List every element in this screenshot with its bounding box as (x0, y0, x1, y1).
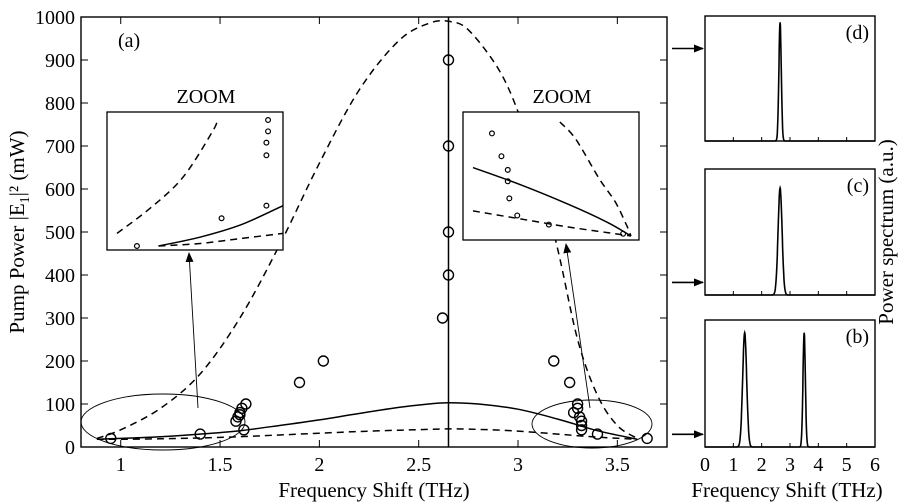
y-tick-label: 800 (45, 93, 75, 115)
data-point-circle (548, 355, 560, 367)
zoom-inset-left-title: ZOOM (177, 86, 236, 108)
spectrum-trace (705, 184, 875, 296)
y-tick-label: 500 (45, 222, 75, 244)
y-tick-label: 1000 (35, 7, 75, 29)
main-y-axis-label-tail: |² (mW) (5, 130, 29, 196)
x-tick-label: 3 (513, 454, 523, 476)
series-line-dashed-lower (96, 428, 638, 441)
x-tick-label: 2 (314, 454, 324, 476)
zoom-inset-right-marks (472, 121, 632, 237)
inset-curve-dashed-lower (472, 210, 632, 237)
y-tick-label: 600 (45, 179, 75, 201)
inset-data-point (218, 215, 225, 222)
data-point-circle (238, 424, 250, 436)
main-y-axis-label-head: Pump Power |E (5, 203, 29, 333)
y-tick-label: 0 (65, 437, 75, 459)
zoom-region-right-ellipse (531, 399, 653, 449)
inset-data-point (263, 202, 270, 209)
zoom-region-left-ellipse (80, 393, 246, 451)
main-marks (96, 17, 653, 447)
spectrum-panel-label: (d) (846, 22, 869, 44)
data-point-circle (575, 419, 588, 432)
inset-curve-solid (472, 166, 632, 237)
y-tick-label: 100 (45, 394, 75, 416)
data-point-circle (575, 415, 588, 427)
spectrum-x-tick-label: 3 (785, 454, 795, 476)
inset-curve-solid (158, 205, 284, 247)
inset-data-point (133, 243, 140, 250)
zoom-inset-right-title: ZOOM (533, 86, 592, 108)
spectrum-trace (705, 329, 875, 448)
zoom-pointer-left-arrow (185, 252, 199, 409)
data-point-circle (317, 355, 330, 367)
data-point-circle (575, 424, 588, 436)
inset-data-point (504, 178, 511, 185)
spectrum-panel-label: (b) (846, 326, 869, 348)
spectrum-panel-label: (c) (847, 175, 869, 197)
spectrum-x-tick-label: 6 (870, 454, 880, 476)
x-tick-label: 1 (116, 454, 126, 476)
data-point-circle (436, 312, 449, 324)
data-point-circle (571, 402, 584, 414)
inset-data-point (263, 139, 270, 146)
inset-data-point (265, 116, 272, 123)
inset-data-point (498, 153, 505, 160)
spectrum-x-tick-label: 1 (728, 454, 738, 476)
spectrum-y-axis-label: Power spectrum (a.u.) (874, 139, 898, 324)
spectrum-x-tick-label: 2 (757, 454, 767, 476)
zoom-inset-left-frame (106, 111, 284, 251)
inset-curve-dashed-upper (559, 121, 632, 237)
series-line-dashed-upper (96, 19, 638, 440)
inset-curve-dashed-upper (116, 119, 218, 234)
zoom-pointer-right-arrow (563, 243, 591, 409)
data-point-circle (563, 376, 576, 389)
zoom-inset-left-marks (116, 116, 284, 250)
spectrum-x-tick-label: 4 (813, 454, 823, 476)
panel-a-label: (a) (118, 30, 140, 52)
y-tick-label: 400 (45, 265, 75, 287)
x-tick-label: 3.5 (605, 454, 630, 476)
inset-data-point (506, 195, 513, 202)
data-point-circle (641, 432, 653, 445)
main-x-axis-label: Frequency Shift (THz) (278, 478, 469, 502)
data-point-circle (240, 398, 252, 410)
spectrum-x-tick-label: 0 (700, 454, 710, 476)
inset-data-point (488, 130, 495, 137)
inset-data-point (263, 152, 270, 159)
inset-data-point (620, 230, 627, 237)
x-tick-label: 2.5 (406, 454, 431, 476)
main-y-axis-label-sub: 1 (18, 196, 33, 203)
y-tick-label: 700 (45, 136, 75, 158)
x-tick-label: 1.5 (208, 454, 233, 476)
y-tick-label: 300 (45, 308, 75, 330)
main-y-axis-label: Pump Power |E1|² (mW) (5, 130, 33, 333)
main-ticks: 1 1.5 2 2.5 3 3.5 0 100 200 300 400 500 600 700 800 900… (35, 7, 667, 476)
data-point-circle (194, 428, 206, 440)
y-tick-label: 200 (45, 351, 75, 373)
y-tick-label: 900 (45, 50, 75, 72)
main-chart: 1 1.5 2 2.5 3 3.5 0 100 200 300 400 500 600 700 800 900… (5, 7, 668, 502)
inset-data-point (514, 212, 521, 219)
data-point-circle (571, 398, 584, 410)
zoom-inset-right: ZOOM (462, 86, 653, 449)
data-point-circle (293, 376, 306, 389)
inset-data-point (545, 221, 552, 228)
spectrum-x-axis-label: Frequency Shift (THz) (691, 478, 882, 502)
inset-data-point (504, 166, 511, 173)
inset-curve-dashed-lower (158, 232, 284, 247)
data-point-circle (591, 428, 604, 440)
inset-data-point (265, 128, 272, 135)
zoom-inset-left: ZOOM (80, 86, 284, 451)
zoom-inset-right-frame (462, 111, 640, 241)
spectrum-x-tick-label: 5 (842, 454, 852, 476)
data-point-circle (234, 409, 246, 421)
spectrum-panels: (d) (c) (b) (672, 15, 876, 448)
